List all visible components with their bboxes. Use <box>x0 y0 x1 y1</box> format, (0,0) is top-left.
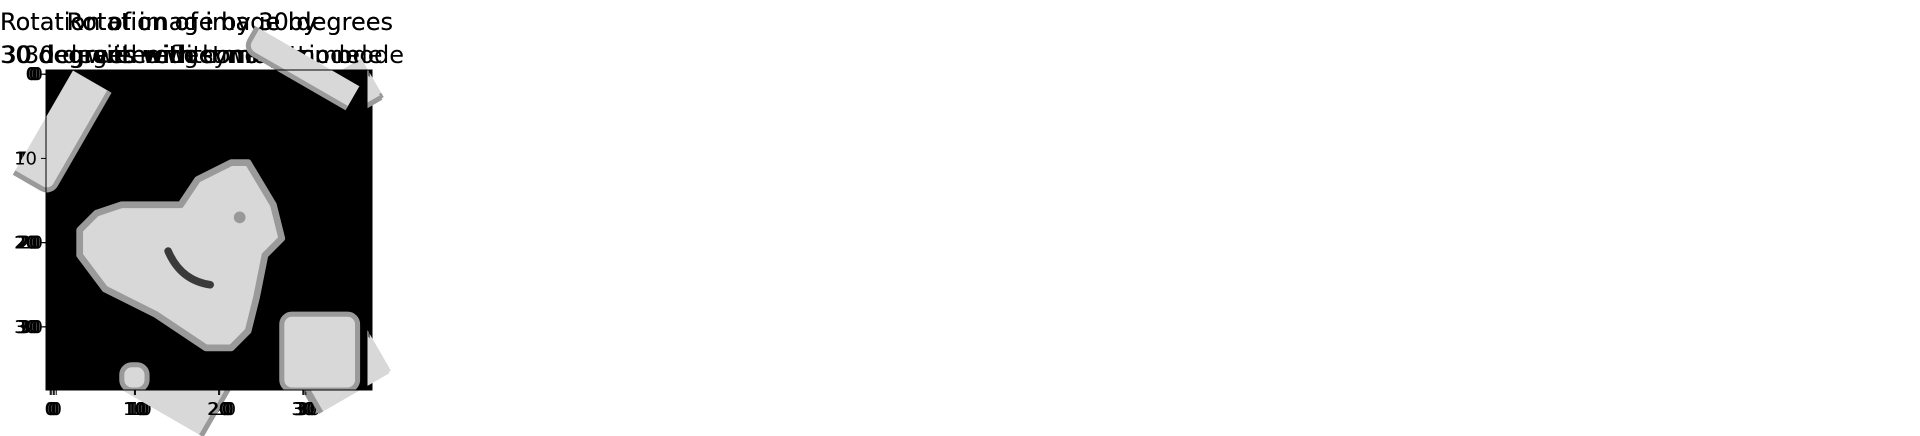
x-tick-label: 0 <box>48 399 59 420</box>
y-tick-label: 0 <box>30 64 41 85</box>
x-tick-label: 0 <box>47 399 58 420</box>
axes-frame <box>45 69 367 391</box>
subplot-wrap: Rotation of image by 30 degrees with wra… <box>0 0 384 436</box>
y-tick-label: 0 <box>29 64 40 85</box>
y-tick-label: 20 <box>17 233 40 254</box>
object-dot <box>233 211 246 224</box>
x-tick-label: 20 <box>208 399 231 420</box>
y-tick-label: 0 <box>26 64 37 85</box>
y-tick-label: 30 <box>15 317 38 338</box>
x-tick-label: 0 <box>50 399 61 420</box>
y-tick-label: 30 <box>17 317 40 338</box>
y-tick-label: 30 <box>18 317 41 338</box>
y-tick-label: 30 <box>14 317 37 338</box>
subplot-title: Rotation of image by 30 degrees with con… <box>0 6 384 72</box>
padding-tile <box>119 362 150 391</box>
y-tick-label: 10 <box>14 148 37 169</box>
title-line-1: Rotation of image by <box>66 8 318 36</box>
y-tick-label: 20 <box>14 233 37 254</box>
title-line-1: Rotation of image by <box>66 8 318 36</box>
x-tick-label: 20 <box>207 399 230 420</box>
x-tick-label: 10 <box>127 399 150 420</box>
x-tick-label: 10 <box>126 399 149 420</box>
padding-tile <box>279 311 361 391</box>
title-line-1: Rotation of image by <box>66 8 318 36</box>
title-line-1: Rotation of image by 30 degrees <box>0 8 393 36</box>
x-tick-label: 30 <box>292 399 315 420</box>
y-tick-label: 0 <box>32 64 43 85</box>
x-tick-label: 30 <box>294 399 317 420</box>
x-tick-label: 10 <box>129 399 152 420</box>
y-tick-label: 20 <box>18 233 41 254</box>
x-tick-label: 0 <box>45 399 56 420</box>
image-axes: 0 10 20 30 0 10 20 30 <box>0 0 367 420</box>
image <box>0 0 366 391</box>
x-tick-label: 10 <box>124 399 147 420</box>
object-shape <box>76 159 286 352</box>
subplot-title: Rotation of image by 30 degrees with sym… <box>0 6 405 72</box>
y-tick-label: 20 <box>15 233 38 254</box>
x-tick-label: 0 <box>44 399 55 420</box>
title-line-2: 30 degrees with symmetric mode <box>0 41 405 69</box>
x-tick-label: 30 <box>291 399 314 420</box>
subplot-title: Rotation of image by 30 degrees with ref… <box>0 6 393 72</box>
y-tick-label: 20 <box>20 233 43 254</box>
y-tick-label: 30 <box>20 317 43 338</box>
object-mark <box>164 247 215 289</box>
title-line-1: Rotation of image by 30 degrees <box>0 8 393 36</box>
y-tick-label: 0 <box>27 64 38 85</box>
x-tick-label: 10 <box>123 399 146 420</box>
